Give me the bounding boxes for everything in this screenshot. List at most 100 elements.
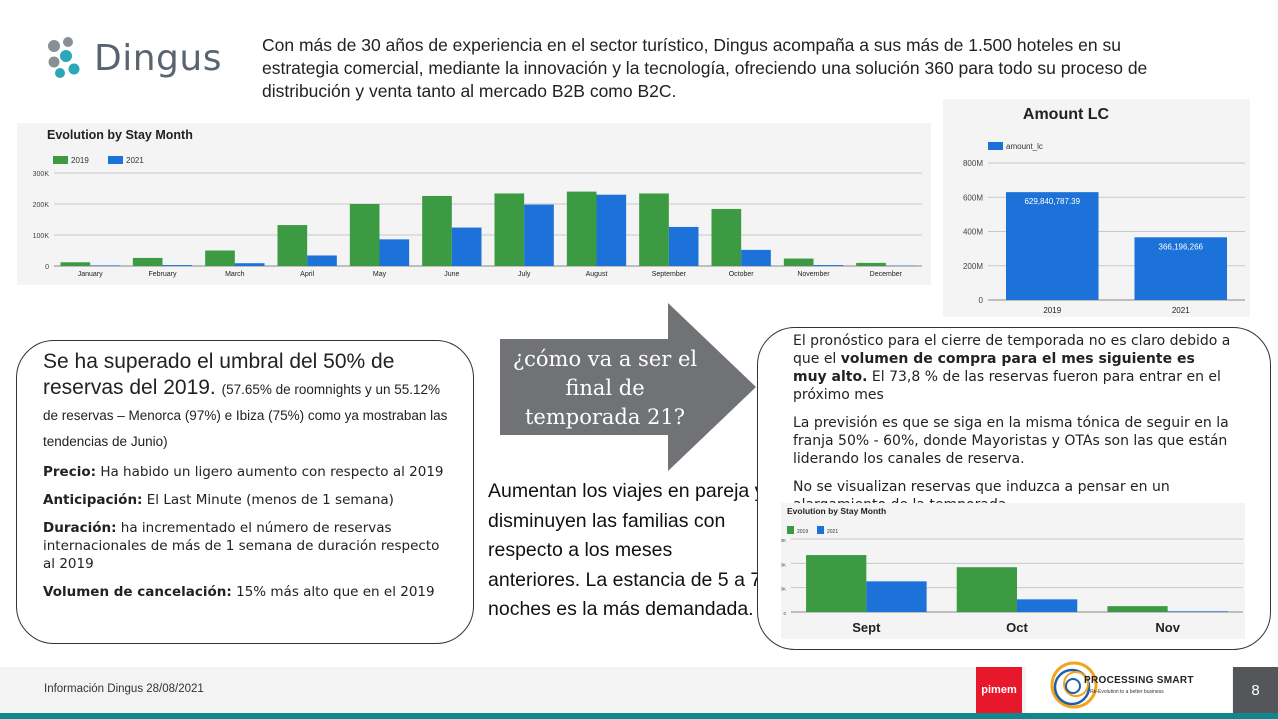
bar-2021: [741, 249, 771, 266]
bar-2019: [422, 195, 452, 266]
summary-item-text: 15% más alto que en el 2019: [236, 584, 435, 600]
bar-2019: [956, 567, 1017, 612]
y-tick-label: 0: [783, 611, 786, 616]
footer-info: Información Dingus 28/08/2021: [44, 683, 204, 695]
x-tick-label: March: [225, 271, 245, 278]
x-tick-label: 2019: [1043, 306, 1061, 315]
x-tick-label: Nov: [1155, 620, 1180, 635]
dingus-logo-mark-icon: [48, 37, 80, 78]
forecast-p1-end: El 73,8 % de las reservas fueron para en…: [793, 369, 1221, 403]
processing-smart-title: PROCESSING SMART: [1084, 675, 1194, 686]
bar-amount_lc: [1134, 237, 1228, 300]
summary-item-label: Duración:: [43, 520, 117, 536]
amount-lc-chart: Amount LC amount_lc 0 200M 400M 600M 800M 629,8…: [943, 99, 1250, 317]
y-tick-label: 200K: [33, 202, 50, 209]
bar-2021: [866, 581, 927, 612]
pimem-logo: pimem: [976, 667, 1022, 713]
x-tick-label: December: [870, 271, 903, 278]
legend-label: 2019: [797, 529, 808, 535]
bar-2019: [566, 191, 597, 266]
trend-paragraph: Aumentan los viajes en pareja y disminuy…: [488, 480, 765, 620]
bar-2021: [813, 265, 844, 266]
y-tick-label: 300K: [781, 538, 786, 543]
bar-2019: [277, 225, 308, 266]
summary-item-duration: Duración: ha incrementado el número de r…: [43, 519, 453, 573]
legend-swatch: [108, 156, 123, 164]
y-tick-label: 600M: [963, 193, 983, 202]
bar-2019: [806, 555, 867, 612]
footer-accent-line: [0, 713, 1278, 719]
bar-2021: [162, 265, 193, 266]
summary-item-cancellation: Volumen de cancelación: 15% más alto que…: [43, 583, 453, 601]
summary-headline: Se ha superado el umbral del 50% de rese…: [43, 349, 453, 453]
summary-headline-text: Se ha superado el umbral del 50% de rese…: [43, 350, 395, 399]
chart-title: Evolution by Stay Month: [47, 128, 193, 142]
summary-item-text: Ha habido un ligero aumento con respecto…: [100, 464, 444, 480]
legend-label: 2021: [126, 156, 144, 165]
summary-item-text: El Last Minute (menos de 1 semana): [146, 492, 394, 508]
bar-2019: [856, 262, 886, 266]
processing-smart-logo: [1026, 657, 1232, 713]
x-tick-label: October: [729, 271, 755, 278]
x-tick-label: July: [518, 271, 531, 278]
y-tick-label: 200M: [963, 262, 983, 271]
forecast-paragraph-1: El pronóstico para el cierre de temporad…: [793, 332, 1233, 404]
legend-label: 2021: [827, 529, 838, 535]
summary-item-price: Precio: Ha habido un ligero aumento con …: [43, 463, 453, 481]
x-tick-label: February: [148, 271, 177, 278]
x-tick-label: April: [300, 271, 314, 278]
y-tick-label: 300K: [33, 171, 50, 178]
bar-2021: [90, 265, 120, 266]
chart-title: Evolution by Stay Month: [787, 506, 886, 516]
page-number: 8: [1233, 667, 1278, 713]
data-label: 366,196,266: [1159, 242, 1204, 251]
bar-2021: [307, 255, 337, 266]
summary-item-anticipation: Anticipación: El Last Minute (menos de 1…: [43, 491, 453, 509]
bar-2019: [783, 258, 814, 266]
processing-smart-rings-icon: [1050, 661, 1098, 709]
stay-month-chart-svg: Evolution by Stay Month 2019 2021 0 100K 200K…: [33, 128, 922, 278]
arrow-right-shape: [500, 303, 756, 471]
y-tick-label: 200K: [781, 562, 786, 567]
forecast-paragraph-2: La previsión es que se siga en la misma …: [793, 415, 1229, 467]
legend-swatch: [787, 526, 794, 534]
bar-2021: [379, 239, 410, 266]
summary-headline-note: (57.65% de roomnights y un 55.12% de res…: [43, 382, 448, 449]
legend-label: 2019: [71, 156, 89, 165]
chart-title: Amount LC: [1023, 106, 1110, 123]
y-tick-label: 0: [979, 296, 984, 305]
summary-bubble: Se ha superado el umbral del 50% de rese…: [16, 340, 474, 644]
y-tick-label: 100K: [33, 233, 50, 240]
x-tick-label: May: [373, 271, 387, 278]
y-tick-label: 800M: [963, 159, 983, 168]
bar-2019: [132, 257, 163, 266]
y-tick-label: 100K: [781, 587, 786, 592]
summary-item-text: ha incrementado el número de reservas in…: [43, 520, 440, 572]
bar-2021: [234, 263, 265, 266]
intro-paragraph: Con más de 30 años de experiencia en el …: [262, 35, 1148, 101]
processing-smart-tagline: Re-Evolution to a better business: [1090, 689, 1164, 695]
bar-2021: [1017, 599, 1078, 612]
forecast-text: El pronóstico para el cierre de temporad…: [793, 332, 1233, 524]
stay-month-small-chart-svg: Evolution by Stay Month 2019 2021 0 100K 200K…: [781, 506, 1243, 635]
bar-2021: [668, 226, 699, 266]
x-tick-label: January: [78, 271, 103, 278]
legend-swatch: [988, 142, 1003, 150]
data-label: 629,840,787.39: [1024, 197, 1080, 206]
x-tick-label: August: [586, 271, 608, 278]
legend-label: amount_lc: [1006, 142, 1043, 151]
dingus-logo-text: Dingus: [94, 38, 222, 79]
forecast-p1-start: El pronóstico para el cierre de temporad…: [793, 333, 1231, 367]
x-tick-label: November: [797, 271, 830, 278]
bar-2019: [639, 193, 669, 266]
x-tick-label: June: [444, 271, 459, 278]
x-tick-label: Oct: [1006, 620, 1028, 635]
x-tick-label: September: [652, 271, 687, 278]
bar-2019: [1107, 606, 1168, 612]
summary-item-label: Precio:: [43, 464, 97, 480]
y-tick-label: 0: [45, 264, 49, 271]
bar-2019: [494, 193, 525, 266]
bar-2021: [596, 194, 627, 266]
y-tick-label: 400M: [963, 228, 983, 237]
legend-swatch: [817, 526, 824, 534]
